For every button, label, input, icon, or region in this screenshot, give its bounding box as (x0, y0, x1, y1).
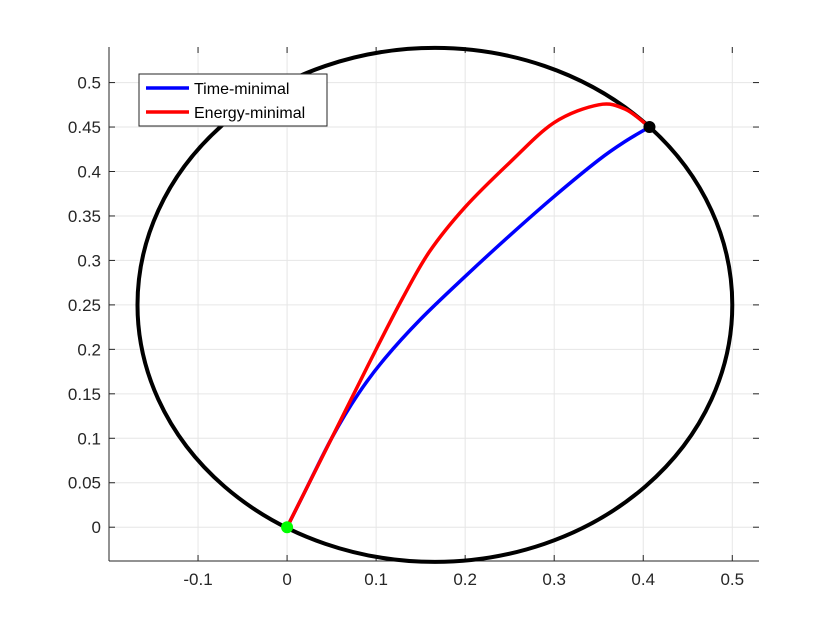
boundary-ellipse (135, 45, 735, 564)
y-tick-label-10: 0.5 (77, 74, 101, 93)
x-tick-label-2: 0.1 (364, 570, 388, 589)
legend-box (138, 73, 328, 127)
y-tick-label-4: 0.2 (77, 340, 101, 359)
x-tick-label-1: 0 (282, 570, 291, 589)
x-tick-label-4: 0.3 (542, 570, 566, 589)
series-line-energy-minimal (285, 102, 652, 529)
start-point-marker (281, 521, 294, 534)
y-tick-label-9: 0.45 (68, 118, 101, 137)
y-tick-label-7: 0.35 (68, 207, 101, 226)
y-tick-label-5: 0.25 (68, 296, 101, 315)
legend-label-time-minimal: Time-minimal (194, 81, 289, 98)
tick-labels: -0.1 0 0.1 0.2 0.3 0.4 0.5 0 0.05 0.1 0.15 0.2 0.25 0… (68, 74, 744, 589)
boundary-ellipse-path (135, 45, 735, 564)
x-tick-label-6: 0.5 (720, 570, 744, 589)
legend: Time-minimal Energy-minimal (138, 73, 328, 127)
x-tick-label-3: 0.2 (453, 570, 477, 589)
y-tick-label-0: 0 (92, 518, 101, 537)
x-tick-label-5: 0.4 (631, 570, 655, 589)
x-tick-label-0: -0.1 (183, 570, 212, 589)
y-tick-label-2: 0.1 (77, 429, 101, 448)
y-tick-label-8: 0.4 (77, 162, 101, 181)
y-tick-label-6: 0.3 (77, 251, 101, 270)
point-markers (281, 121, 656, 534)
legend-label-energy-minimal: Energy-minimal (194, 105, 305, 122)
y-tick-label-3: 0.15 (68, 385, 101, 404)
end-point-marker (643, 121, 656, 134)
series-lines (285, 102, 652, 529)
y-tick-label-1: 0.05 (68, 474, 101, 493)
